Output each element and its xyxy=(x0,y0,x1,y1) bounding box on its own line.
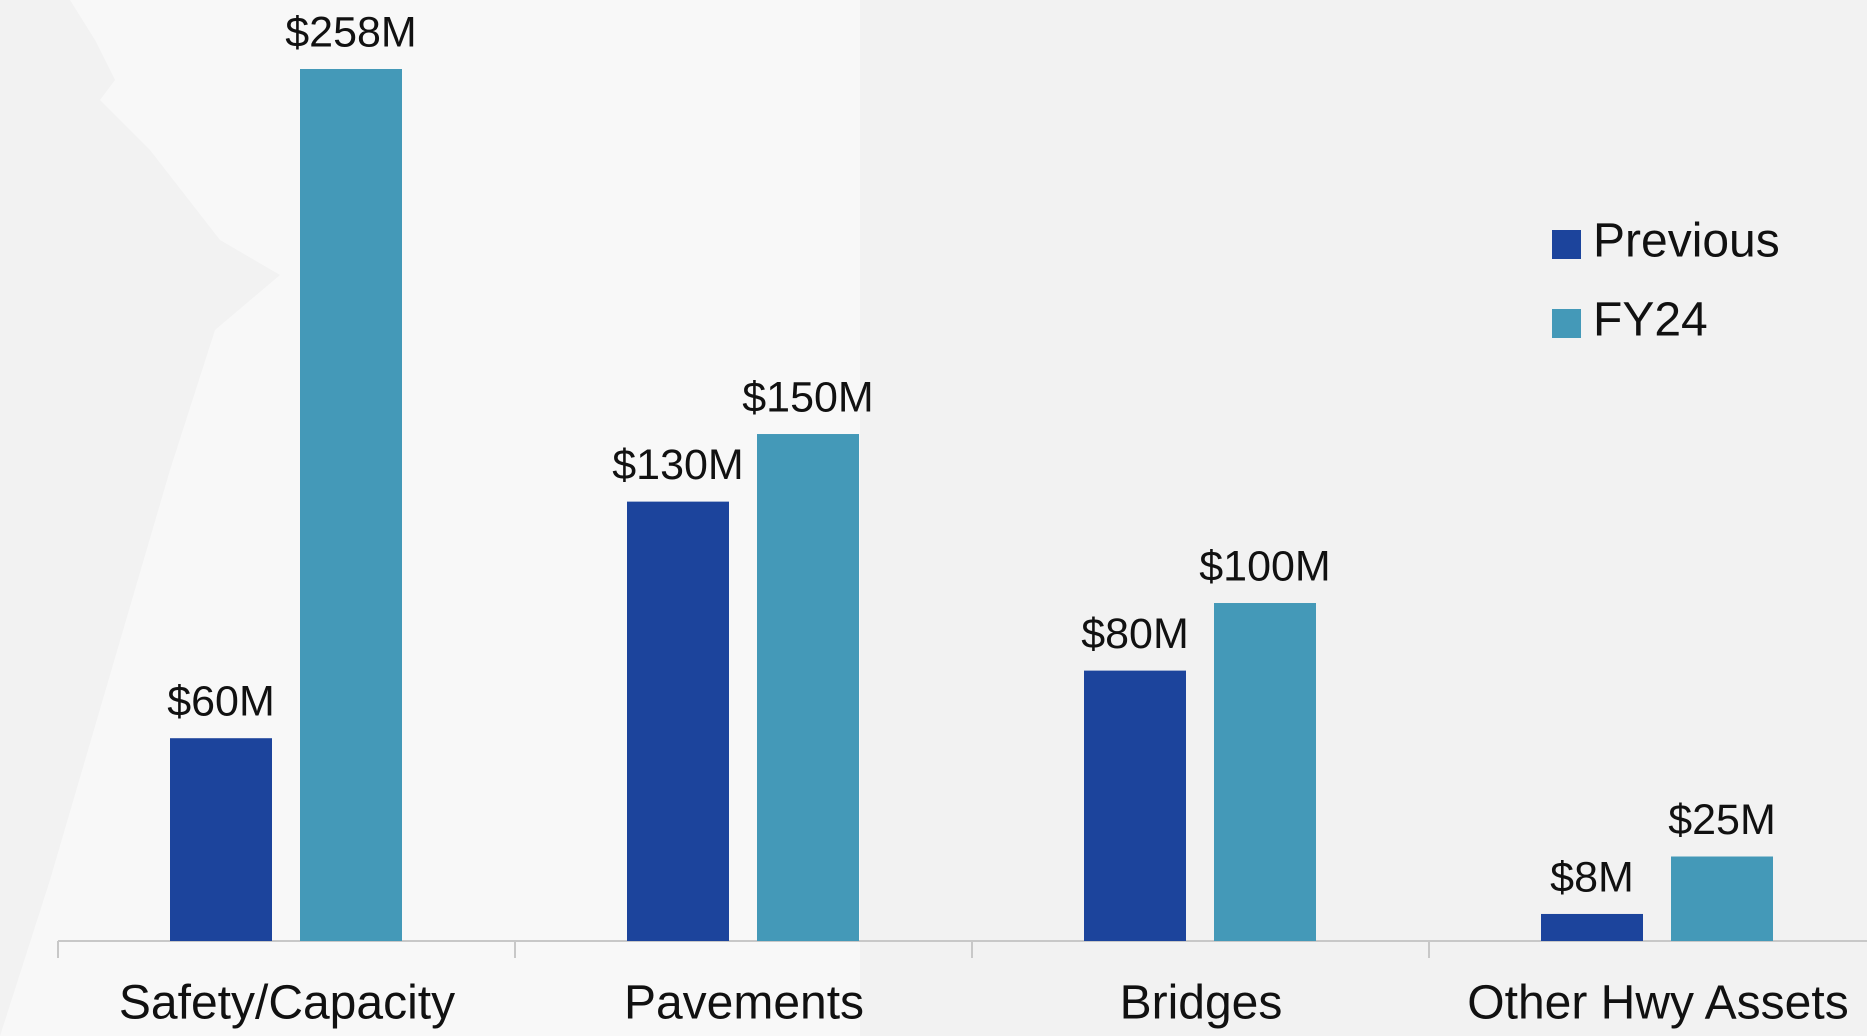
legend-swatch xyxy=(1552,230,1581,259)
data-label: $100M xyxy=(1199,542,1330,590)
data-label: $80M xyxy=(1081,610,1189,658)
data-label: $150M xyxy=(742,373,873,421)
bar xyxy=(1541,913,1643,941)
bar xyxy=(1671,856,1773,941)
legend-label: FY24 xyxy=(1593,294,1708,347)
x-tick-label: Bridges xyxy=(1120,977,1283,1030)
data-label: $25M xyxy=(1668,796,1776,844)
data-label: $130M xyxy=(612,441,743,489)
x-tick-label: Safety/Capacity xyxy=(119,977,455,1030)
legend-label: Previous xyxy=(1593,215,1780,268)
bar xyxy=(300,69,402,941)
bar xyxy=(170,738,272,941)
data-label: $60M xyxy=(167,678,275,726)
bar xyxy=(1214,603,1316,941)
x-tick-label: Pavements xyxy=(624,977,864,1030)
data-label: $8M xyxy=(1550,853,1634,901)
bar xyxy=(1084,670,1186,941)
legend-swatch xyxy=(1552,309,1581,338)
background-shape xyxy=(0,0,860,1036)
bar xyxy=(627,501,729,941)
data-label: $258M xyxy=(285,8,416,56)
bar xyxy=(757,434,859,941)
x-tick-label: Other Hwy Assets xyxy=(1467,977,1848,1030)
